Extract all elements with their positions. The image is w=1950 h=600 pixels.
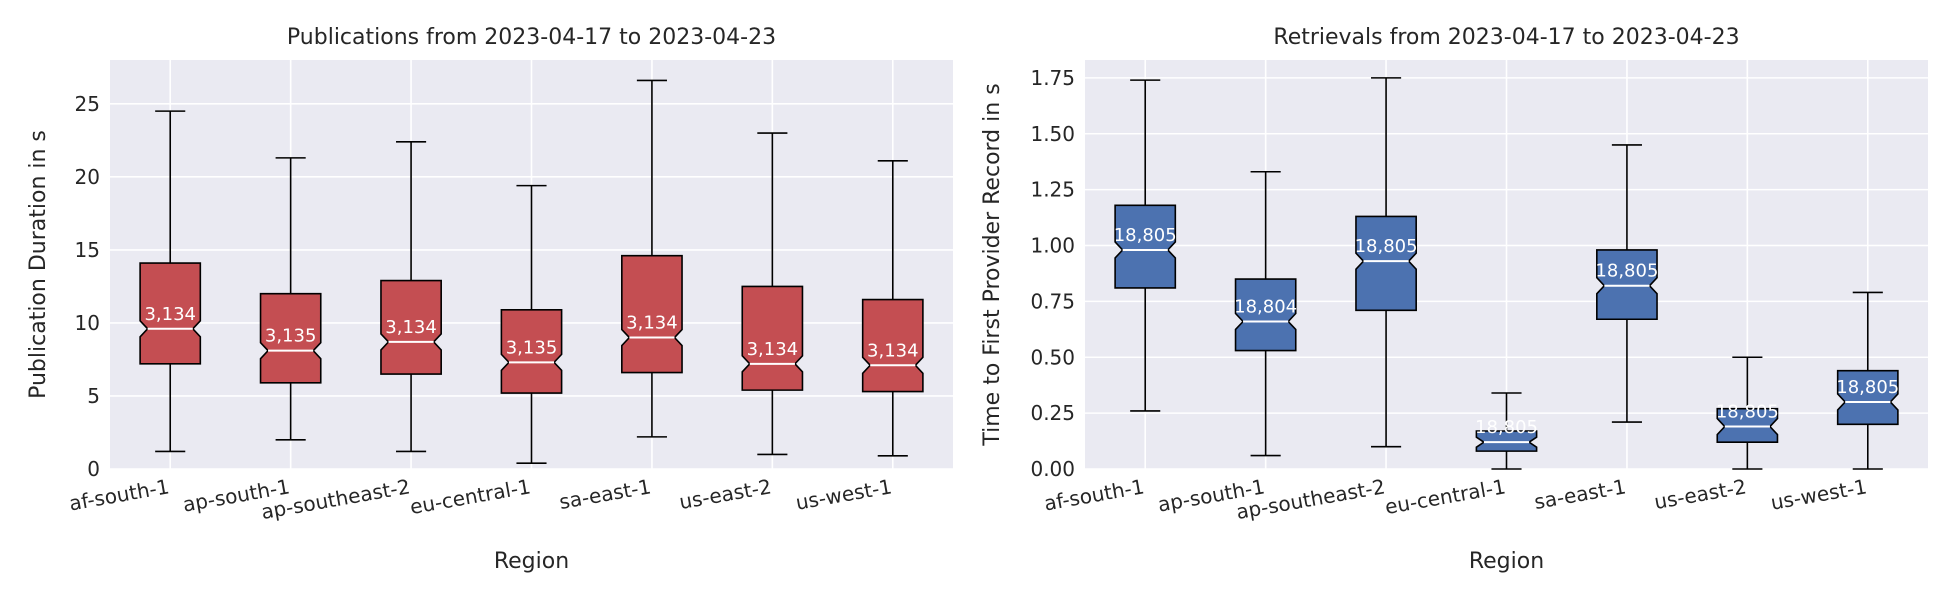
box-eu-central-1: 3,135 [500,184,563,464]
count-label: 18,805 [1475,417,1538,438]
y-tick-label: 0 [87,457,100,481]
box-body [259,292,322,384]
x-tick-label: us-west-1 [794,474,894,515]
count-label: 3,134 [385,317,437,338]
box-body [1836,369,1899,426]
box-body [1596,249,1658,321]
count-label: 3,134 [626,313,678,334]
y-axis-label-publications: Publication Duration in s [26,130,51,399]
box-us-east-2: 3,134 [741,132,804,456]
box-ap-southeast-2: 18,805 [1355,77,1418,448]
x-ticks-retrievals: af-south-1 ap-south-1ap-southeast-2eu-cen… [1042,474,1868,524]
x-tick-label: eu-central-1 [1383,474,1507,519]
box-body [1716,407,1779,443]
box-body [1475,430,1538,452]
box-body [1355,215,1417,312]
count-label: 18,805 [1114,225,1177,246]
y-tick-label: 15 [75,238,100,262]
box-body [500,308,563,394]
count-label: 18,805 [1836,377,1899,398]
y-tick-label: 0.25 [1030,401,1075,425]
x-axis-label-publications: Region [494,549,569,574]
count-label: 18,804 [1234,296,1297,317]
box-body [380,279,442,375]
box-body [621,254,683,374]
y-tick-label: 1.75 [1030,66,1075,90]
y-ticks-publications: 0 5 10 15 20 25 [75,92,100,481]
x-tick-label: eu-central-1 [408,474,532,519]
count-label: 3,135 [265,326,317,347]
chart-publications: 3,134 3,135 3,134 3,135 3,134 3,134 3,134 0 5 10… [26,25,953,574]
box-sa-east-1: 18,805 [1595,144,1658,423]
box-body [1114,204,1177,289]
box-us-west-1: 18,805 [1836,291,1899,470]
box-us-west-1: 3,134 [861,159,924,457]
box-af-south-1: 3,134 [139,110,202,453]
x-tick-label: us-east-2 [677,474,773,514]
y-tick-label: 20 [75,165,100,189]
count-label: 3,134 [867,340,919,361]
x-tick-label: us-east-2 [1652,474,1748,514]
box-body [139,262,202,365]
count-label: 18,805 [1595,261,1658,282]
x-tick-label: sa-east-1 [1532,474,1627,514]
chart-retrievals: 18,805 18,804 18,805 18,805 18,805 18,805 18,8… [980,25,1928,574]
y-tick-label: 0.50 [1030,345,1075,369]
x-tick-label: sa-east-1 [557,474,652,514]
count-label: 3,134 [144,304,196,325]
box-ap-south-1: 18,804 [1234,170,1297,457]
y-tick-label: 1.25 [1030,178,1075,202]
count-label: 3,134 [747,339,799,360]
y-axis-label-retrievals: Time to First Provider Record in s [980,83,1005,446]
box-body [1234,278,1297,352]
box-us-east-2: 18,805 [1716,356,1779,470]
count-label: 3,135 [506,337,558,358]
y-tick-label: 1.00 [1030,234,1075,258]
y-tick-label: 0.00 [1030,457,1075,481]
y-ticks-retrievals: 0.00 0.25 0.50 0.75 1.00 1.25 1.50 1.75 [1030,66,1075,481]
y-tick-label: 0.75 [1030,289,1075,313]
y-tick-label: 25 [75,92,100,116]
box-eu-central-1: 18,805 [1475,392,1538,470]
box-af-south-1: 18,805 [1114,79,1177,412]
count-label: 18,805 [1355,236,1418,257]
chart-title-publications: Publications from 2023-04-17 to 2023-04-… [287,25,776,50]
y-tick-label: 5 [87,384,100,408]
box-ap-south-1: 3,135 [259,157,322,441]
boxes-publications: 3,134 3,135 3,134 3,135 3,134 3,134 3,134 [139,79,924,464]
box-sa-east-1: 3,134 [621,79,683,438]
count-label: 18,805 [1716,402,1779,423]
x-tick-label: us-west-1 [1769,474,1869,515]
x-ticks-publications: af-south-1 ap-south-1ap-southeast-2eu-cen… [67,474,893,524]
chart-title-retrievals: Retrievals from 2023-04-17 to 2023-04-23 [1273,25,1739,50]
y-tick-label: 10 [75,311,100,335]
box-ap-southeast-2: 3,134 [380,141,442,453]
y-tick-label: 1.50 [1030,122,1075,146]
boxes-retrievals: 18,805 18,804 18,805 18,805 18,805 18,805 18,8… [1114,77,1899,470]
box-body [861,298,924,393]
x-tick-label: af-south-1 [67,474,171,515]
x-axis-label-retrievals: Region [1469,549,1544,574]
